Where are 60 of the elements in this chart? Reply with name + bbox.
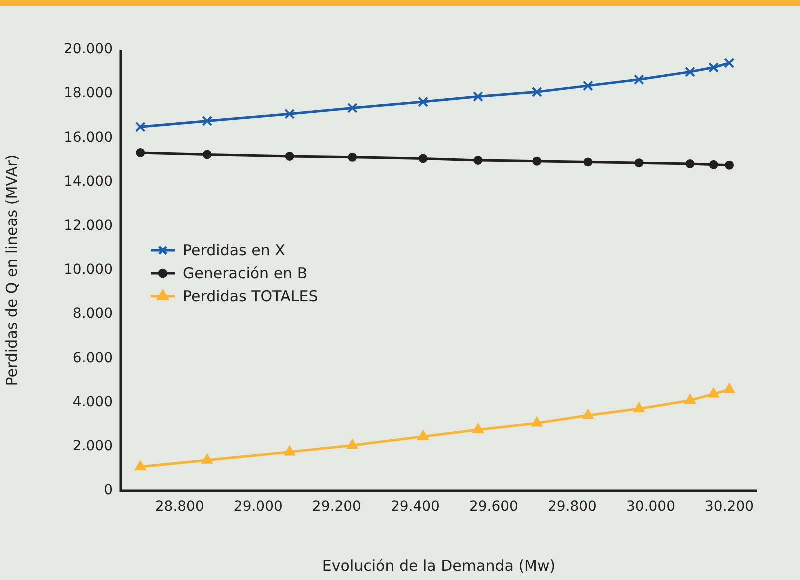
y-tick-label: 18.000 <box>64 86 113 102</box>
point <box>724 58 735 68</box>
point <box>686 160 695 168</box>
point <box>348 152 358 162</box>
point <box>202 116 213 126</box>
point <box>709 160 718 170</box>
point <box>202 150 212 160</box>
point <box>685 66 696 78</box>
x-tick-label: 29.000 <box>234 499 283 516</box>
y-tick-label: 4.000 <box>72 394 113 410</box>
point <box>136 148 146 158</box>
y-axis-title: Perdidas de Q en lineas (MVAr) <box>2 154 21 386</box>
point <box>418 430 429 440</box>
point <box>346 439 358 450</box>
point <box>135 122 146 132</box>
point <box>473 92 484 102</box>
point <box>684 394 696 404</box>
point <box>725 160 734 170</box>
point <box>284 446 296 456</box>
x-tick-label: 29.800 <box>548 499 597 516</box>
point <box>584 158 593 167</box>
y-tick-label: 6.000 <box>72 350 113 366</box>
y-tick-label: 12.000 <box>64 218 113 234</box>
y-tick-label: 2.000 <box>72 438 113 455</box>
point <box>134 460 146 470</box>
x-tick-label: 29.600 <box>469 499 518 516</box>
point <box>202 454 214 464</box>
point <box>582 80 594 92</box>
x-tick-label: 30.000 <box>626 499 676 516</box>
point <box>418 154 428 164</box>
y-tick-label: 16.000 <box>64 130 113 146</box>
point <box>347 102 358 114</box>
point <box>634 402 645 412</box>
point <box>532 156 542 166</box>
point <box>532 86 542 98</box>
point <box>418 96 429 108</box>
point <box>531 416 543 427</box>
legend-label: Perdidas TOTALES <box>183 287 318 306</box>
y-tick-label: 10.000 <box>64 262 113 278</box>
x-tick-label: 29.200 <box>312 499 362 516</box>
y-tick-label: 8.000 <box>72 306 113 322</box>
point <box>285 152 294 161</box>
point <box>708 388 720 398</box>
legend-label: Perdidas en X <box>183 241 286 260</box>
y-tick-label: 14.000 <box>64 174 113 190</box>
point <box>284 108 296 120</box>
legend-label: Generación en B <box>183 264 308 282</box>
point <box>474 156 483 165</box>
x-axis-title: Evolución de la Demanda (Mw) <box>322 556 556 575</box>
point <box>634 158 644 168</box>
point <box>472 423 484 434</box>
point <box>708 62 720 73</box>
x-tick-label: 29.400 <box>390 499 440 516</box>
y-tick-label: 0 <box>104 482 113 499</box>
point <box>582 409 594 420</box>
x-tick-label: 28.800 <box>155 499 204 516</box>
point <box>634 74 644 86</box>
point <box>724 383 736 394</box>
y-tick-label: 20.000 <box>64 42 113 58</box>
x-tick-label: 30.200 <box>705 499 754 516</box>
